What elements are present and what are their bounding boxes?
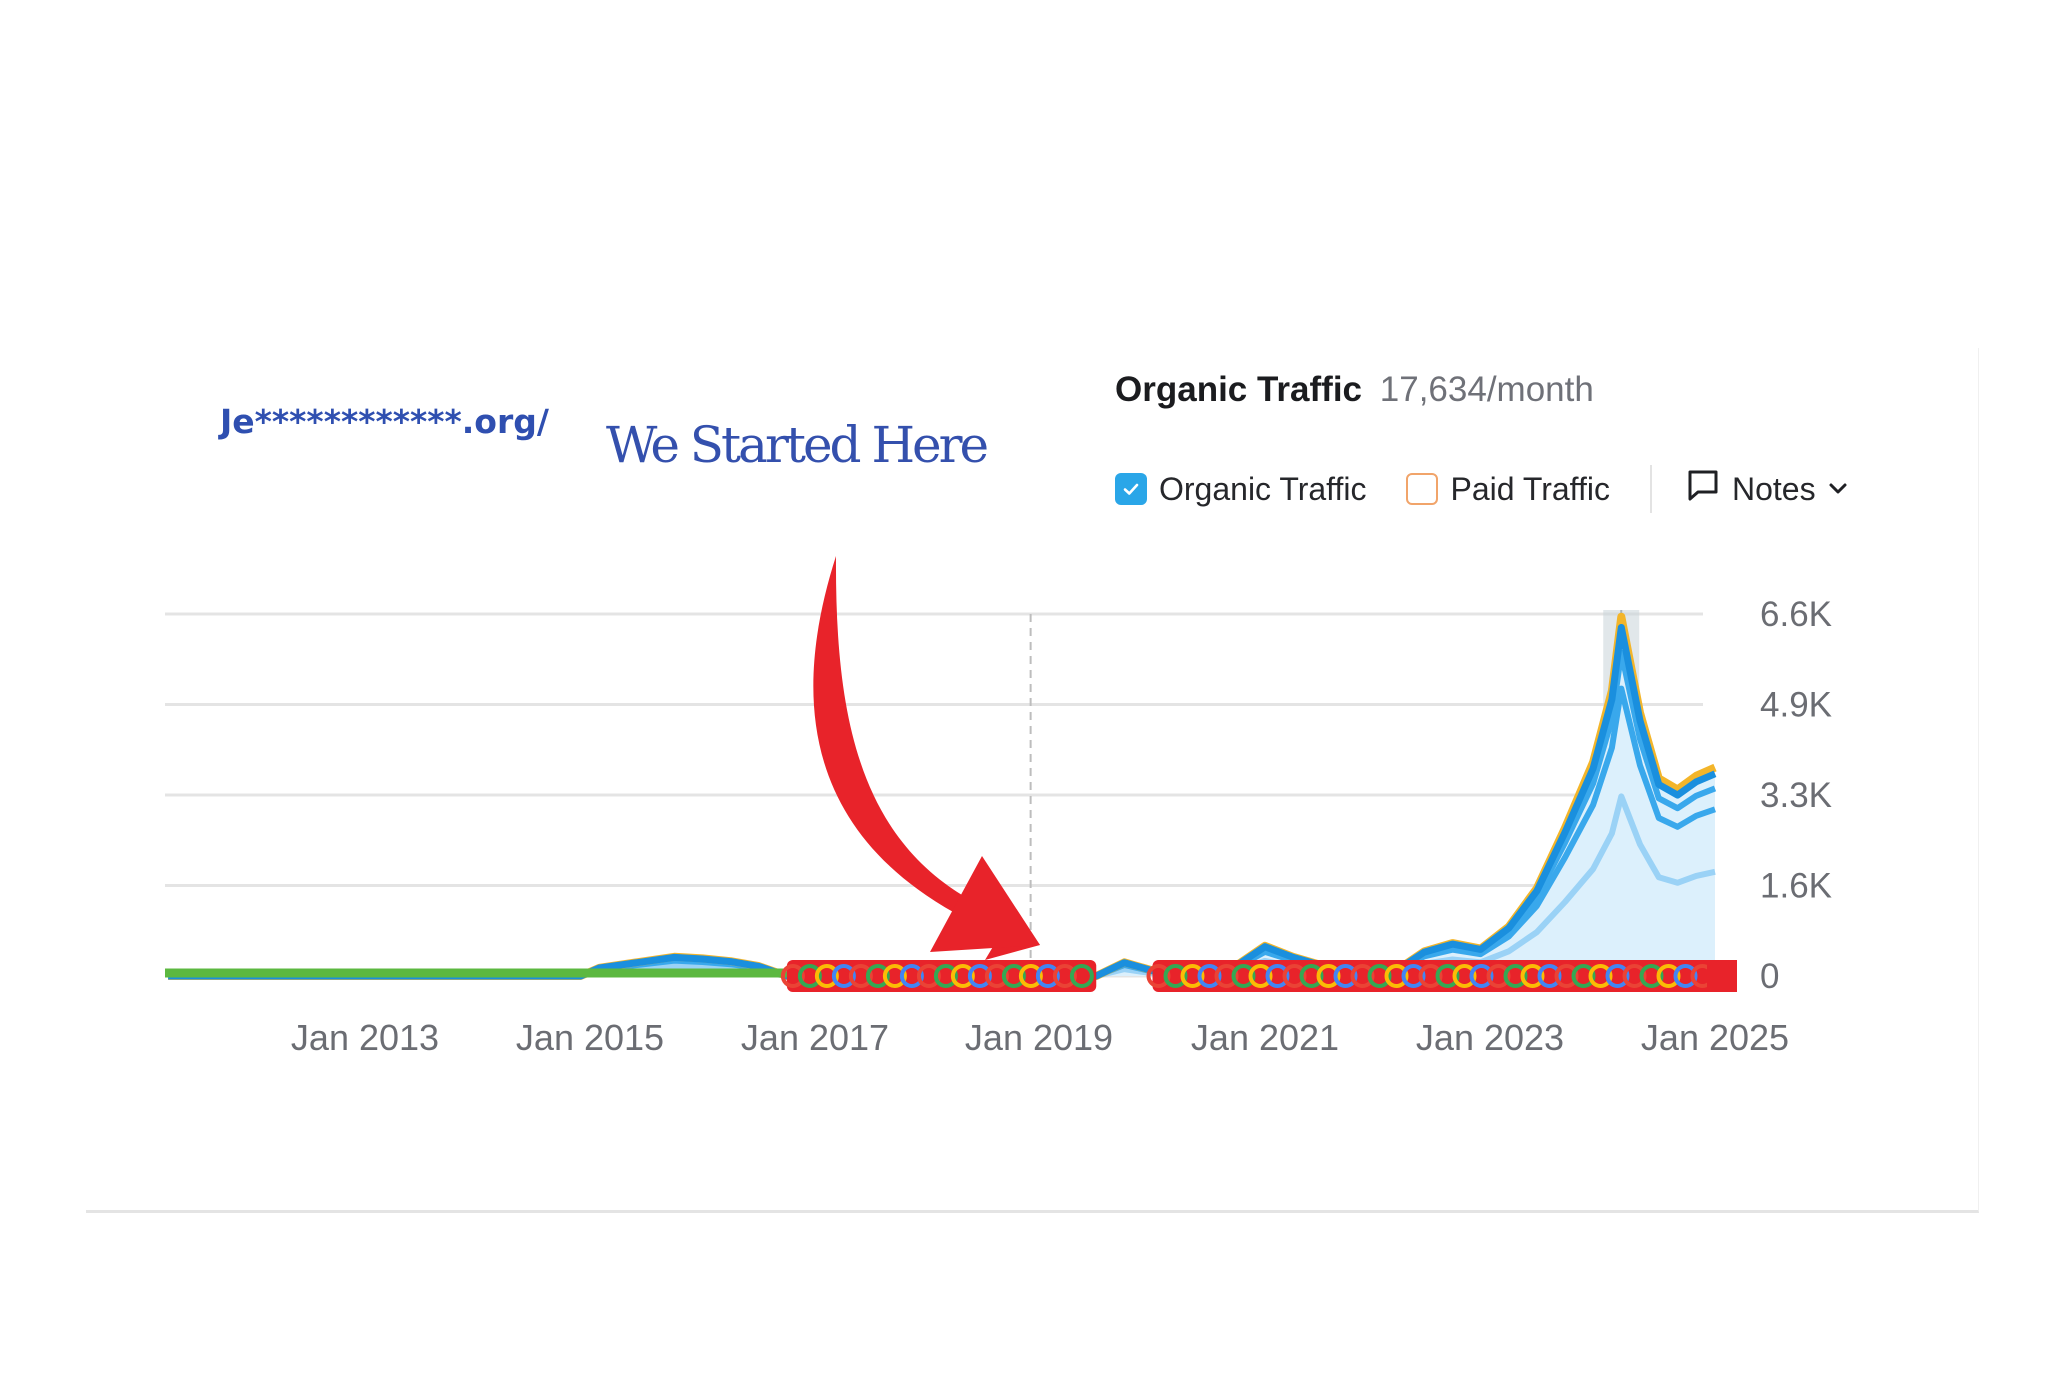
update-marker-icon bbox=[1622, 964, 1647, 988]
notes-dropdown[interactable]: Notes bbox=[1686, 468, 1850, 510]
legend-organic-label: Organic Traffic bbox=[1159, 470, 1367, 507]
update-marker-icon bbox=[1418, 964, 1443, 988]
update-marker-icon bbox=[984, 964, 1009, 988]
legend-organic-traffic[interactable]: Organic Traffic bbox=[1115, 471, 1366, 508]
red-arrow-head bbox=[930, 856, 1040, 952]
update-marker-icon bbox=[1018, 964, 1043, 988]
legend-divider bbox=[1649, 465, 1652, 513]
update-marker-icon bbox=[899, 964, 924, 988]
update-marker-icon bbox=[933, 964, 958, 988]
series-line-mid2 bbox=[168, 649, 1717, 979]
checkbox-checked-icon[interactable] bbox=[1115, 473, 1147, 505]
update-marker-icon bbox=[1146, 964, 1171, 988]
marker-band-end bbox=[1707, 960, 1737, 992]
update-marker-icon bbox=[1469, 964, 1494, 988]
y-tick-label: 3.3K bbox=[1760, 776, 1832, 815]
update-marker-icon bbox=[1231, 964, 1256, 988]
update-marker-icon bbox=[1605, 964, 1630, 988]
update-marker-icon bbox=[848, 964, 873, 988]
notes-label: Notes bbox=[1731, 470, 1816, 507]
x-tick-label: Jan 2023 bbox=[1416, 1017, 1564, 1058]
update-marker-icon bbox=[1001, 964, 1026, 988]
update-marker-icon bbox=[1248, 964, 1273, 988]
series-line-top bbox=[168, 624, 1717, 980]
update-marker-icon bbox=[1486, 964, 1511, 988]
update-marker-icon bbox=[814, 964, 839, 988]
update-marker-icon bbox=[916, 964, 941, 988]
update-marker-icon bbox=[1069, 964, 1094, 988]
update-marker-icon bbox=[1214, 964, 1239, 988]
series-area-fill bbox=[168, 616, 1716, 976]
update-marker-icon bbox=[1035, 964, 1060, 988]
update-marker-icon bbox=[1052, 964, 1077, 988]
update-marker-icon bbox=[1571, 964, 1596, 988]
legend-paid-label: Paid Traffic bbox=[1450, 470, 1610, 507]
x-tick-label: Jan 2015 bbox=[516, 1017, 664, 1058]
x-tick-label: Jan 2019 bbox=[965, 1017, 1113, 1058]
update-marker-icon bbox=[882, 964, 907, 988]
update-marker-icon bbox=[1537, 964, 1562, 988]
update-marker-icon bbox=[865, 964, 890, 988]
update-marker-icon bbox=[1197, 964, 1222, 988]
update-marker-icon bbox=[831, 964, 856, 988]
update-marker-icon bbox=[1401, 964, 1426, 988]
update-marker-icon bbox=[1316, 964, 1341, 988]
chevron-down-icon bbox=[1826, 471, 1850, 508]
y-tick-label: 1.6K bbox=[1760, 867, 1832, 906]
checkbox-empty-icon[interactable] bbox=[1406, 473, 1439, 505]
update-marker-icon bbox=[1520, 964, 1545, 988]
update-marker-icon bbox=[1367, 964, 1392, 988]
traffic-title: Organic Traffic bbox=[1115, 370, 1363, 409]
update-marker-icon bbox=[1180, 964, 1205, 988]
y-tick-label: 4.9K bbox=[1760, 686, 1832, 725]
legend-paid-traffic[interactable]: Paid Traffic bbox=[1406, 470, 1610, 508]
update-marker-icon bbox=[1299, 964, 1324, 988]
update-marker-icon bbox=[1639, 964, 1664, 988]
update-marker-icon bbox=[1588, 964, 1613, 988]
x-tick-label: Jan 2017 bbox=[741, 1017, 889, 1058]
traffic-header: Organic Traffic 17,634/month bbox=[1115, 370, 1594, 410]
traffic-value: 17,634/month bbox=[1379, 370, 1594, 409]
update-marker-icon bbox=[1282, 964, 1307, 988]
update-marker-icon bbox=[950, 964, 975, 988]
update-marker-icon bbox=[1163, 964, 1188, 988]
update-marker-icon bbox=[1452, 964, 1477, 988]
update-marker-icon bbox=[1656, 964, 1681, 988]
update-marker-icon bbox=[1350, 964, 1375, 988]
update-marker-icon bbox=[1384, 964, 1409, 988]
domain-label: Je************.org/ bbox=[220, 402, 549, 441]
y-tick-label: 0 bbox=[1760, 957, 1779, 996]
legend: Organic Traffic Paid Traffic Notes bbox=[1115, 464, 1850, 514]
update-marker-icon bbox=[1503, 964, 1528, 988]
update-marker-icon bbox=[1554, 964, 1579, 988]
update-marker-icon bbox=[1265, 964, 1290, 988]
x-tick-label: Jan 2021 bbox=[1191, 1017, 1339, 1058]
notes-icon bbox=[1686, 468, 1720, 510]
y-tick-label: 6.6K bbox=[1760, 595, 1832, 634]
update-marker-icon bbox=[1673, 964, 1698, 988]
update-marker-icon bbox=[1435, 964, 1460, 988]
update-marker-icon bbox=[797, 964, 822, 988]
update-marker-icon bbox=[780, 964, 805, 988]
update-marker-icon bbox=[967, 964, 992, 988]
x-tick-label: Jan 2013 bbox=[291, 1017, 439, 1058]
we-started-here-label: We Started Here bbox=[606, 416, 989, 474]
x-tick-label: Jan 2025 bbox=[1641, 1017, 1789, 1058]
update-marker-icon bbox=[1333, 964, 1358, 988]
